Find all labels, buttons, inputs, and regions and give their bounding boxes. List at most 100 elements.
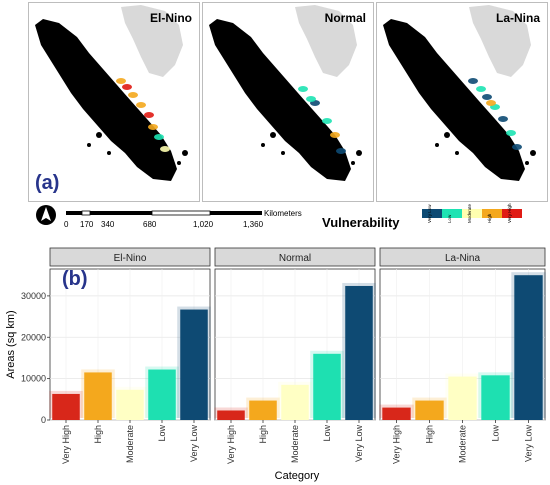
x-tick-label: Low	[491, 425, 501, 442]
x-tick-label: Very High	[61, 425, 71, 464]
bar	[281, 384, 309, 420]
x-tick-label: High	[93, 425, 103, 444]
small-island	[444, 132, 450, 138]
bar	[415, 400, 444, 420]
legend-label: Very High	[507, 203, 512, 223]
vulnerability-patch	[476, 86, 486, 92]
vulnerability-patch	[122, 84, 132, 90]
small-island	[455, 151, 459, 155]
x-tick-label: Very Low	[189, 425, 199, 463]
x-tick-label: High	[425, 425, 435, 444]
y-tick-label: 20000	[21, 332, 46, 342]
vulnerability-patch	[468, 78, 478, 84]
facet-strip	[49, 247, 211, 267]
map-graphic	[35, 5, 188, 181]
legend-label: Very Low	[427, 204, 432, 223]
map-graphic	[383, 5, 536, 181]
map-title: El-Nino	[150, 11, 192, 25]
bar	[345, 285, 373, 420]
small-island	[356, 150, 362, 156]
x-tick-label: Low	[157, 425, 167, 442]
vulnerability-patch	[144, 112, 154, 118]
vulnerability-patch	[482, 94, 492, 100]
vulnerability-patch	[498, 116, 508, 122]
bar	[217, 410, 245, 420]
landmass-gray	[295, 5, 357, 77]
landmass-gray	[121, 5, 183, 77]
x-axis-label: Category	[275, 470, 320, 482]
bar	[382, 407, 411, 420]
facet-title: El-Nino	[114, 253, 147, 264]
small-island	[281, 151, 285, 155]
small-island	[270, 132, 276, 138]
scale-tick: 1,020	[193, 220, 214, 229]
bar	[84, 372, 112, 420]
legend-swatch	[502, 209, 522, 218]
map-graphic	[209, 5, 362, 181]
x-tick-label: Moderate	[458, 425, 468, 463]
map-panel-el-nino: El-Nino (a)	[28, 2, 200, 202]
landmass-gray	[469, 5, 531, 77]
legend-swatch	[462, 209, 482, 218]
bar	[249, 400, 277, 420]
scale-unit: Kilometers	[264, 209, 302, 218]
vulnerability-patch	[298, 86, 308, 92]
bar	[52, 393, 80, 420]
scale-tick: 170	[80, 220, 94, 229]
vulnerability-patch	[322, 118, 332, 124]
legend-swatch	[442, 209, 462, 218]
vulnerability-patch	[506, 130, 516, 136]
y-tick-label: 10000	[21, 374, 46, 384]
map-title: Normal	[324, 11, 366, 25]
small-island	[177, 161, 181, 165]
island-shape	[383, 19, 525, 181]
x-tick-label: Moderate	[290, 425, 300, 463]
vulnerability-patch	[116, 78, 126, 84]
small-island	[107, 151, 111, 155]
y-tick-label: 30000	[21, 291, 46, 301]
vulnerability-patch	[160, 146, 170, 152]
north-arrow-icon	[36, 205, 56, 225]
map-title: La-Nina	[495, 11, 540, 25]
legend-label: High	[487, 213, 492, 223]
legend-label: Low	[447, 214, 452, 223]
bar	[448, 376, 477, 420]
small-island	[351, 161, 355, 165]
facet-strip	[214, 247, 376, 267]
legend-label: Moderate	[467, 203, 472, 223]
vulnerability-patch	[512, 144, 522, 150]
facet-strip	[379, 247, 546, 267]
scale-tick: 1,360	[243, 220, 264, 229]
vulnerability-patch	[330, 132, 340, 138]
small-island	[87, 143, 91, 147]
vulnerability-patch	[154, 134, 164, 140]
small-island	[96, 132, 102, 138]
x-tick-label: Low	[322, 425, 332, 442]
bar	[148, 369, 176, 420]
bar-chart: Areas (sq km) Category 0 10000 20000 30000 El-…	[5, 247, 546, 482]
x-tick-label: High	[258, 425, 268, 444]
vulnerability-patch	[136, 102, 146, 108]
scale-tick: 340	[101, 220, 115, 229]
vulnerability-patch	[148, 124, 158, 130]
bar	[481, 375, 510, 420]
island-shape	[35, 19, 177, 181]
small-island	[261, 143, 265, 147]
legend-title: Vulnerability	[322, 215, 400, 230]
legend-swatch	[482, 209, 502, 218]
bar	[180, 309, 208, 420]
island-shape	[209, 19, 351, 181]
scale-bar: 0 170 340 680 1,020 1,360 Kilometers	[36, 205, 302, 229]
panel-tag-a: (a)	[35, 172, 60, 194]
facet-title: La-Nina	[445, 253, 480, 264]
vulnerability-patch	[306, 96, 316, 102]
bar	[116, 389, 144, 420]
facet-title: Normal	[279, 253, 311, 264]
small-island	[530, 150, 536, 156]
map-panel-normal: Normal	[202, 2, 374, 202]
x-tick-label: Very Low	[354, 425, 364, 463]
bar	[313, 353, 341, 420]
panel-tag-b: (b)	[62, 268, 88, 290]
y-axis-label: Areas (sq km)	[5, 310, 17, 378]
bar	[514, 275, 543, 420]
